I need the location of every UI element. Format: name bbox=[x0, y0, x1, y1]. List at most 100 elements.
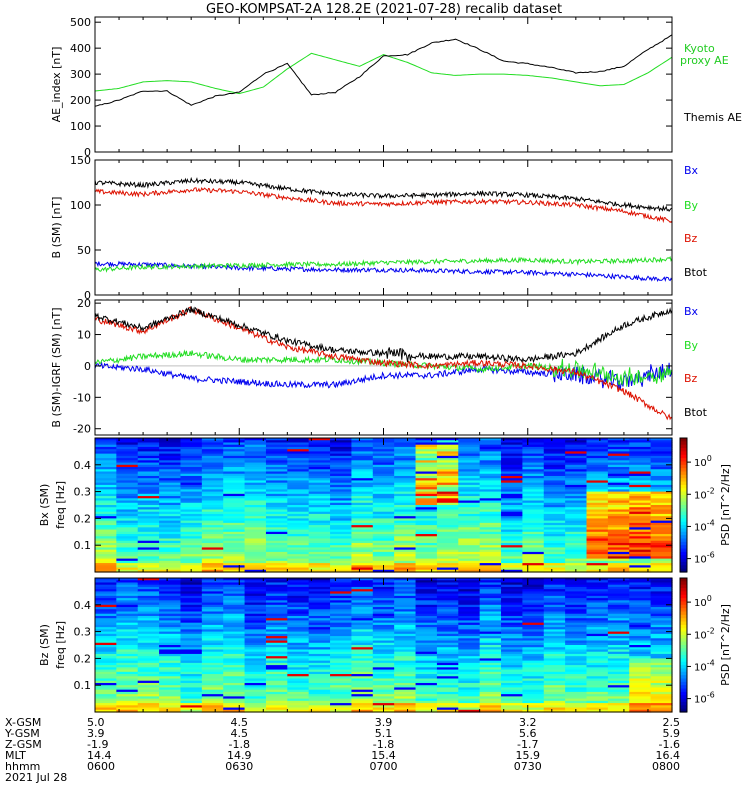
spectrogram-cell bbox=[629, 611, 652, 615]
spectrogram-cell bbox=[137, 473, 160, 477]
spectrogram-cell bbox=[330, 549, 353, 553]
spectrogram-cell bbox=[458, 507, 481, 511]
spectrogram-cell bbox=[394, 498, 417, 502]
spectrogram-cell bbox=[351, 522, 374, 526]
spectrogram-cell bbox=[586, 567, 609, 571]
spectrogram-cell bbox=[586, 685, 609, 689]
spectrogram-cell bbox=[265, 607, 288, 610]
spectrogram-cell bbox=[479, 691, 502, 695]
spectrogram-cell bbox=[522, 629, 545, 633]
spectrogram-cell bbox=[543, 700, 566, 704]
spectrogram-cell bbox=[201, 642, 224, 646]
spectrogram-cell bbox=[95, 545, 117, 549]
colorbar-step bbox=[680, 565, 687, 570]
spectrogram-cell bbox=[137, 604, 160, 608]
spectrogram-cell bbox=[95, 567, 117, 571]
spectrogram-cell bbox=[95, 509, 117, 513]
spectrogram-cell bbox=[372, 598, 395, 601]
spectrogram-cell bbox=[458, 669, 481, 673]
spectrogram-cell bbox=[650, 676, 673, 680]
spectrogram-cell bbox=[95, 569, 117, 573]
spectrogram-cell bbox=[244, 665, 267, 668]
spectrogram-cell bbox=[95, 589, 117, 592]
spectrogram-cell bbox=[244, 660, 267, 664]
spectrogram-cell bbox=[223, 584, 246, 588]
spectrogram-cell bbox=[372, 520, 395, 524]
spectrogram-cell bbox=[330, 647, 353, 651]
spectrogram-cell bbox=[116, 538, 139, 542]
spectrogram-cell bbox=[458, 649, 481, 653]
spectrogram-cell bbox=[607, 682, 630, 686]
spectrogram-cell bbox=[95, 607, 117, 610]
spectrogram-cell bbox=[95, 602, 117, 606]
spectrogram-cell bbox=[607, 446, 630, 450]
y-axis-label: B (SM) [nT] bbox=[50, 197, 63, 259]
spectrogram-cell bbox=[458, 578, 481, 581]
spectrogram-cell bbox=[265, 565, 288, 569]
spectrogram-cell bbox=[159, 629, 182, 633]
spectrogram-cell bbox=[522, 607, 545, 610]
spectrogram-cell bbox=[501, 542, 524, 546]
spectrogram-cell bbox=[629, 453, 652, 457]
spectrogram-cell bbox=[501, 440, 524, 444]
spectrogram-cell bbox=[201, 682, 224, 686]
ephemeris-value: 5.0 bbox=[87, 716, 105, 729]
spectrogram-cell bbox=[501, 691, 524, 695]
spectrogram-cell bbox=[351, 538, 374, 542]
spectrogram-cell bbox=[522, 622, 545, 626]
spectrogram-cell bbox=[458, 667, 481, 671]
spectrogram-cell bbox=[629, 480, 652, 484]
spectrogram-cell bbox=[586, 489, 609, 493]
spectrogram-cell bbox=[372, 631, 395, 635]
spectrogram-cell bbox=[501, 584, 524, 588]
spectrogram-cell bbox=[629, 589, 652, 592]
spectrogram-cell bbox=[95, 451, 117, 455]
spectrogram-cell bbox=[159, 554, 182, 557]
spectrogram-cell bbox=[372, 563, 395, 566]
spectrogram-cell bbox=[372, 551, 395, 555]
spectrogram-cell bbox=[287, 491, 310, 495]
spectrogram-cell bbox=[287, 565, 310, 569]
spectrogram-cell bbox=[543, 473, 566, 477]
spectrogram-cell bbox=[586, 478, 609, 482]
spectrogram-cell bbox=[287, 542, 310, 546]
spectrogram-cell bbox=[436, 611, 459, 615]
spectrogram-cell bbox=[95, 696, 117, 700]
legend-by: By bbox=[684, 339, 699, 352]
spectrogram-cell bbox=[458, 624, 481, 628]
spectrogram-cell bbox=[522, 591, 545, 595]
spectrogram-cell bbox=[287, 578, 310, 581]
spectrogram-cell bbox=[415, 676, 438, 680]
spectrogram-cell bbox=[159, 462, 182, 466]
spectrogram-cell bbox=[330, 462, 353, 466]
spectrogram-cell bbox=[223, 689, 246, 693]
spectrogram-cell bbox=[501, 649, 524, 653]
spectrogram-cell bbox=[308, 598, 331, 601]
spectrogram-cell bbox=[394, 511, 417, 515]
spectrogram-cell bbox=[201, 498, 224, 502]
spectrogram-cell bbox=[180, 640, 203, 644]
spectrogram-cell bbox=[458, 678, 481, 682]
spectrogram-cell bbox=[159, 516, 182, 519]
spectrogram-cell bbox=[244, 656, 267, 659]
spectrogram-cell bbox=[629, 449, 652, 452]
spectrogram-cell bbox=[137, 640, 160, 644]
spectrogram-cell bbox=[137, 645, 160, 648]
spectrogram-cell bbox=[629, 438, 652, 441]
spectrogram-cell bbox=[436, 507, 459, 511]
spectrogram-cell bbox=[180, 489, 203, 493]
spectrogram-cell bbox=[116, 649, 139, 653]
spectrogram-cell bbox=[522, 584, 545, 588]
spectrogram-cell bbox=[159, 618, 182, 622]
spectrogram-cell bbox=[180, 522, 203, 526]
spectrogram-cell bbox=[607, 563, 630, 566]
spectrogram-cell bbox=[501, 554, 524, 557]
spectrogram-cell bbox=[116, 496, 139, 499]
spectrogram-cell bbox=[330, 451, 353, 455]
spectrogram-cell bbox=[522, 565, 545, 569]
spectrogram-cell bbox=[543, 482, 566, 486]
spectrogram-cell bbox=[330, 705, 353, 709]
spectrogram-cell bbox=[522, 518, 545, 522]
spectrogram-cell bbox=[522, 542, 545, 546]
y-tick-label: 20 bbox=[77, 297, 91, 310]
